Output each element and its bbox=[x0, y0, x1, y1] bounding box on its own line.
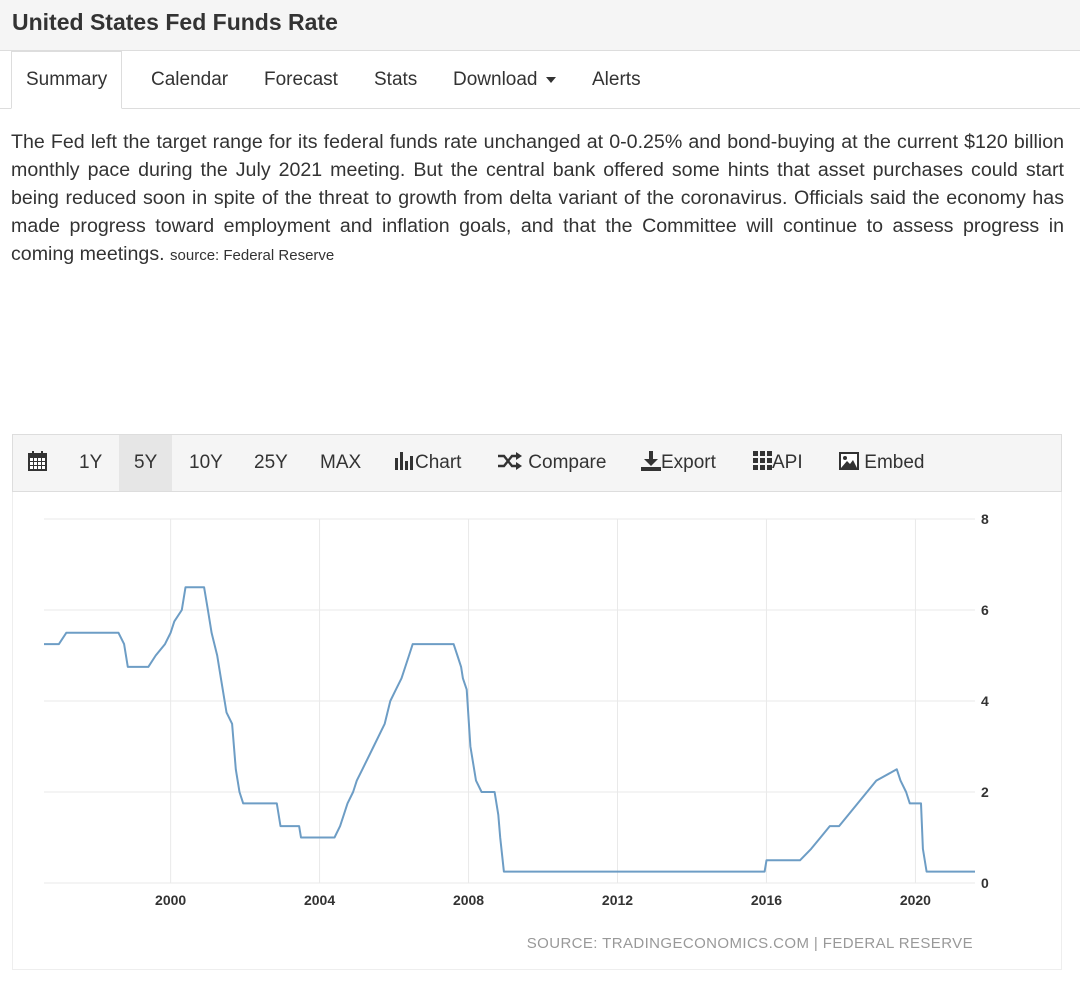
tab-calendar[interactable]: Calendar bbox=[151, 51, 228, 109]
grid-icon bbox=[753, 451, 772, 471]
tab-bar: Summary Calendar Forecast Stats Download… bbox=[0, 51, 1080, 109]
fed-funds-rate-chart: 0 2 4 6 8 2000 2004 2008 2012 2016 2020 bbox=[44, 511, 989, 908]
range-1y-button[interactable]: 1Y bbox=[79, 435, 102, 491]
embed-label: Embed bbox=[864, 452, 925, 473]
x-tick-label: 2004 bbox=[304, 892, 335, 908]
range-25y-button[interactable]: 25Y bbox=[254, 435, 288, 491]
summary-paragraph: The Fed left the target range for its fe… bbox=[11, 128, 1064, 270]
range-10y-label: 10Y bbox=[189, 452, 223, 473]
embed-button[interactable]: Embed bbox=[839, 435, 924, 491]
y-tick-label: 6 bbox=[981, 602, 989, 618]
export-label: Export bbox=[661, 452, 716, 473]
caret-down-icon bbox=[545, 76, 556, 83]
x-tick-label: 2012 bbox=[602, 892, 633, 908]
api-label: API bbox=[772, 452, 803, 473]
tab-forecast-label: Forecast bbox=[264, 69, 338, 90]
range-max-label: MAX bbox=[320, 452, 362, 473]
tab-summary-label: Summary bbox=[26, 69, 108, 90]
summary-source: source: Federal Reserve bbox=[170, 247, 335, 264]
range-25y-label: 25Y bbox=[254, 452, 288, 473]
tab-stats[interactable]: Stats bbox=[374, 51, 417, 109]
bar-chart-icon bbox=[395, 451, 413, 470]
chart-type-button[interactable]: Chart bbox=[395, 435, 461, 491]
api-button[interactable]: API bbox=[753, 435, 803, 491]
y-tick-label: 4 bbox=[981, 693, 989, 709]
x-tick-label: 2016 bbox=[751, 892, 782, 908]
chart-type-label: Chart bbox=[415, 452, 462, 473]
chart-container: 0 2 4 6 8 2000 2004 2008 2012 2016 2020 SOURCE: TR… bbox=[12, 492, 1062, 970]
page-title: United States Fed Funds Rate bbox=[12, 9, 338, 35]
tab-stats-label: Stats bbox=[374, 69, 418, 90]
range-5y-button[interactable]: 5Y bbox=[119, 435, 173, 491]
tab-calendar-label: Calendar bbox=[151, 69, 229, 90]
tab-download-label: Download bbox=[453, 69, 538, 90]
export-button[interactable]: Export bbox=[641, 435, 716, 491]
title-bar: United States Fed Funds Rate bbox=[0, 0, 1080, 51]
range-5y-label: 5Y bbox=[134, 452, 158, 473]
compare-label: Compare bbox=[528, 452, 607, 473]
y-tick-label: 0 bbox=[981, 875, 989, 891]
calendar-button[interactable] bbox=[28, 435, 47, 491]
chart-source: SOURCE: TRADINGECONOMICS.COM | FEDERAL R… bbox=[526, 935, 973, 952]
range-10y-button[interactable]: 10Y bbox=[189, 435, 223, 491]
image-icon bbox=[839, 451, 859, 470]
shuffle-icon bbox=[498, 451, 522, 470]
chart-toolbar: 1Y 5Y 10Y 25Y MAX Chart Compare E bbox=[12, 434, 1062, 492]
summary-text: The Fed left the target range for its fe… bbox=[11, 131, 1064, 265]
download-icon bbox=[641, 450, 661, 471]
range-max-button[interactable]: MAX bbox=[320, 435, 361, 491]
tab-forecast[interactable]: Forecast bbox=[264, 51, 338, 109]
x-tick-label: 2020 bbox=[900, 892, 931, 908]
y-tick-label: 8 bbox=[981, 511, 989, 527]
compare-button[interactable]: Compare bbox=[497, 435, 606, 491]
tab-summary[interactable]: Summary bbox=[11, 51, 123, 109]
series-line bbox=[44, 586, 975, 873]
x-tick-label: 2008 bbox=[453, 892, 484, 908]
range-1y-label: 1Y bbox=[79, 452, 103, 473]
tab-alerts[interactable]: Alerts bbox=[592, 51, 641, 109]
tab-download[interactable]: Download bbox=[453, 51, 556, 109]
calendar-icon bbox=[28, 450, 47, 471]
y-tick-label: 2 bbox=[981, 784, 989, 800]
x-tick-label: 2000 bbox=[155, 892, 186, 908]
tab-alerts-label: Alerts bbox=[592, 69, 641, 90]
